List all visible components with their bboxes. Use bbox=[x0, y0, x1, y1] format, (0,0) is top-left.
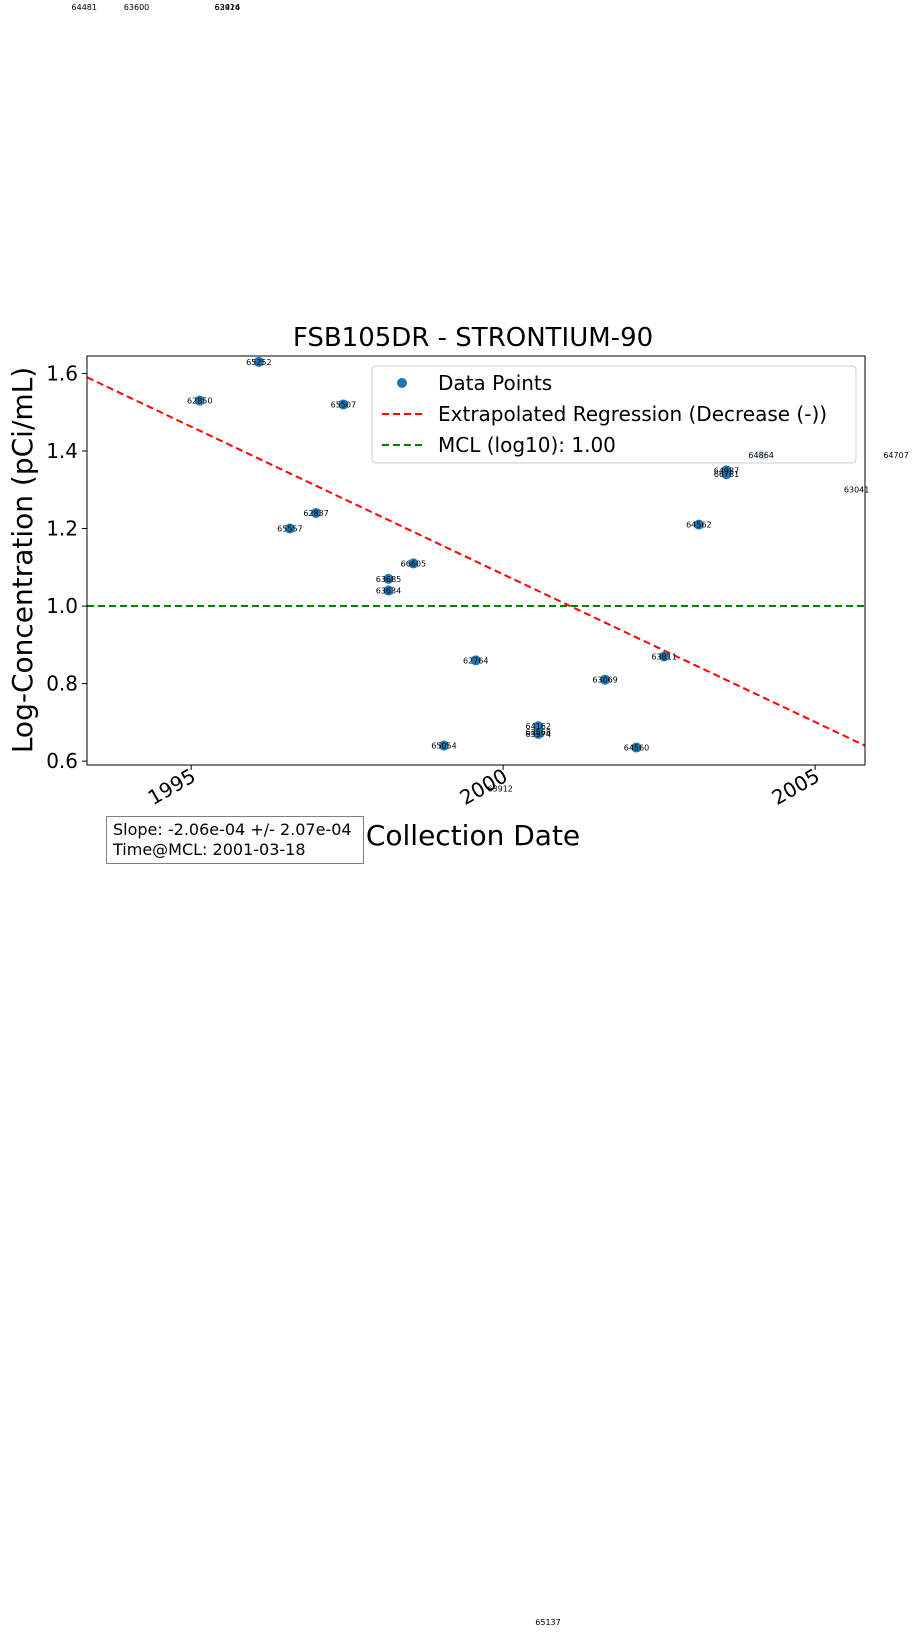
chart-title: FSB105DR - STRONTIUM-90 bbox=[293, 323, 653, 353]
point-label: 63634 bbox=[376, 587, 401, 596]
regression-line bbox=[87, 376, 865, 747]
y-tick-label: 1.4 bbox=[46, 439, 78, 463]
slope-text: Slope: -2.06e-04 +/- 2.07e-04 bbox=[113, 820, 352, 839]
point-label: 62850 bbox=[187, 397, 212, 406]
outside-point-label: 63041 bbox=[844, 486, 869, 495]
data-point bbox=[284, 523, 295, 534]
point-label: 62837 bbox=[303, 509, 328, 518]
point-label: 65507 bbox=[331, 400, 356, 409]
point-label: 63568 bbox=[526, 728, 551, 737]
outside-point-label: 63424 bbox=[215, 3, 240, 12]
y-tick-label: 1.6 bbox=[46, 361, 78, 385]
data-point bbox=[311, 508, 322, 519]
y-axis-label: Log-Concentration (pCi/mL) bbox=[6, 367, 39, 753]
data-point bbox=[383, 585, 394, 596]
data-point bbox=[470, 655, 481, 666]
point-label: 64562 bbox=[686, 521, 711, 530]
point-label: 62764 bbox=[463, 656, 488, 665]
legend-label: MCL (log10): 1.00 bbox=[438, 433, 616, 457]
legend-box bbox=[371, 365, 857, 464]
data-point bbox=[408, 558, 419, 569]
data-point bbox=[721, 469, 732, 480]
outside-point-label: 64481 bbox=[72, 3, 97, 12]
plot-area: Data Points Extrapolated Regression (Decr… bbox=[46, 3, 909, 1627]
legend-label: Extrapolated Regression (Decrease (-)) bbox=[438, 402, 827, 426]
legend-marker-points bbox=[397, 378, 407, 388]
point-label: 64560 bbox=[624, 744, 649, 753]
point-label: 65574 bbox=[526, 730, 551, 739]
y-tick-label: 1.0 bbox=[46, 594, 78, 618]
point-label: 63685 bbox=[376, 575, 401, 584]
data-point bbox=[194, 395, 205, 406]
point-label: 64864 bbox=[748, 451, 773, 460]
point-label: 65557 bbox=[277, 525, 302, 534]
point-label: 65252 bbox=[246, 358, 271, 367]
data-point bbox=[438, 740, 449, 751]
data-point bbox=[659, 651, 670, 662]
legend-label: Data Points bbox=[438, 371, 552, 395]
outside-point-label: 63912 bbox=[487, 784, 512, 793]
point-label: 63069 bbox=[592, 676, 617, 685]
outside-point-label: 65137 bbox=[535, 1618, 560, 1627]
point-label: 65054 bbox=[431, 742, 456, 751]
x-tick-label: 1995 bbox=[144, 764, 200, 810]
x-axis-label: Collection Date bbox=[366, 819, 580, 852]
mcl-time-text: Time@MCL: 2001-03-18 bbox=[113, 840, 306, 859]
y-tick-label: 0.8 bbox=[46, 672, 78, 696]
y-tick-label: 1.2 bbox=[46, 517, 78, 541]
data-point bbox=[383, 573, 394, 584]
point-label: 63811 bbox=[651, 652, 676, 661]
data-point bbox=[600, 674, 611, 685]
point-label: 64987 bbox=[714, 466, 739, 475]
x-tick-label: 2005 bbox=[768, 764, 824, 810]
data-point bbox=[533, 728, 544, 739]
point-label: 66781 bbox=[714, 470, 739, 479]
x-tick-label: 2000 bbox=[455, 764, 511, 810]
data-point bbox=[631, 742, 642, 753]
stats-box: Slope: -2.06e-04 +/- 2.07e-04 Time@MCL: … bbox=[106, 816, 364, 864]
point-label: 64162 bbox=[526, 722, 551, 731]
outside-point-label: 63600 bbox=[124, 3, 149, 12]
point-label: 66605 bbox=[401, 559, 426, 568]
plot-frame bbox=[86, 355, 866, 766]
outside-point-label: 64707 bbox=[883, 451, 908, 460]
outside-point-label: 62916 bbox=[215, 3, 240, 12]
data-point bbox=[253, 356, 264, 367]
data-point bbox=[693, 519, 704, 530]
y-tick-label: 0.6 bbox=[46, 749, 78, 773]
data-point bbox=[338, 399, 349, 410]
